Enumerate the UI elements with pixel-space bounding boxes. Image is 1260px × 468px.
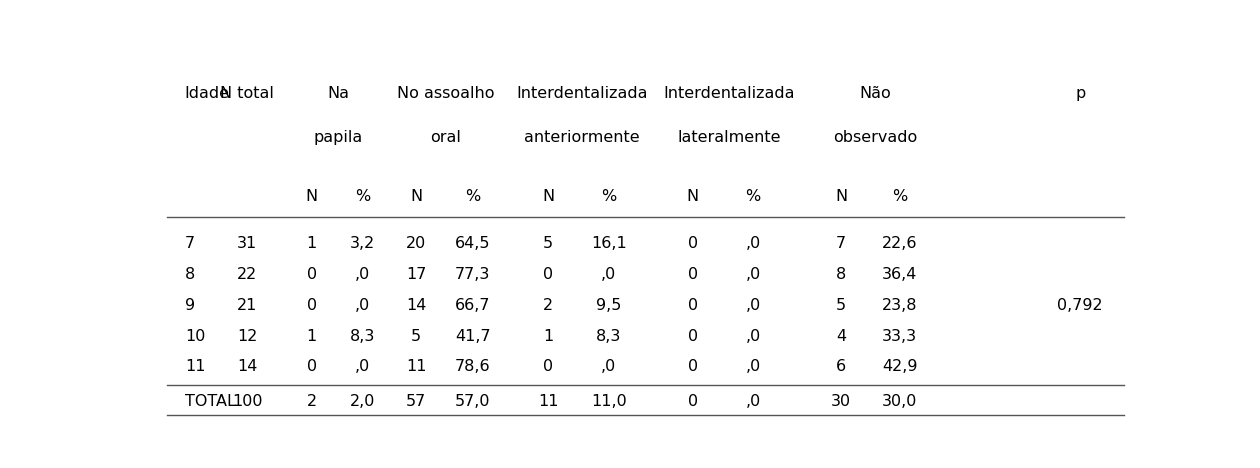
Text: 0,792: 0,792: [1057, 298, 1102, 313]
Text: 11: 11: [538, 394, 558, 409]
Text: 2: 2: [543, 298, 553, 313]
Text: 0: 0: [543, 359, 553, 374]
Text: 14: 14: [237, 359, 257, 374]
Text: 4: 4: [835, 329, 847, 344]
Text: 64,5: 64,5: [455, 236, 490, 251]
Text: 30,0: 30,0: [882, 394, 917, 409]
Text: 42,9: 42,9: [882, 359, 917, 374]
Text: 22: 22: [237, 267, 257, 282]
Text: papila: papila: [314, 130, 363, 145]
Text: Interdentalizada: Interdentalizada: [517, 87, 648, 102]
Text: %: %: [355, 189, 370, 204]
Text: 100: 100: [232, 394, 262, 409]
Text: p: p: [1075, 87, 1085, 102]
Text: 8,3: 8,3: [596, 329, 621, 344]
Text: N: N: [306, 189, 318, 204]
Text: %: %: [746, 189, 761, 204]
Text: 0: 0: [688, 394, 698, 409]
Text: ,0: ,0: [355, 298, 370, 313]
Text: 9: 9: [185, 298, 195, 313]
Text: 2: 2: [306, 394, 316, 409]
Text: N: N: [835, 189, 847, 204]
Text: 22,6: 22,6: [882, 236, 917, 251]
Text: 31: 31: [237, 236, 257, 251]
Text: 10: 10: [185, 329, 205, 344]
Text: 30: 30: [832, 394, 850, 409]
Text: 0: 0: [306, 267, 316, 282]
Text: 1: 1: [543, 329, 553, 344]
Text: 17: 17: [406, 267, 426, 282]
Text: 6: 6: [835, 359, 847, 374]
Text: 3,2: 3,2: [350, 236, 375, 251]
Text: 12: 12: [237, 329, 257, 344]
Text: 0: 0: [688, 267, 698, 282]
Text: 5: 5: [543, 236, 553, 251]
Text: ,0: ,0: [746, 236, 761, 251]
Text: N: N: [687, 189, 699, 204]
Text: 8,3: 8,3: [350, 329, 375, 344]
Text: 5: 5: [835, 298, 847, 313]
Text: 5: 5: [411, 329, 421, 344]
Text: ,0: ,0: [746, 359, 761, 374]
Text: 7: 7: [835, 236, 847, 251]
Text: TOTAL: TOTAL: [185, 394, 236, 409]
Text: 14: 14: [406, 298, 426, 313]
Text: Não: Não: [859, 87, 891, 102]
Text: 2,0: 2,0: [350, 394, 375, 409]
Text: N: N: [542, 189, 554, 204]
Text: 33,3: 33,3: [882, 329, 917, 344]
Text: %: %: [601, 189, 616, 204]
Text: 8: 8: [185, 267, 195, 282]
Text: 11: 11: [406, 359, 427, 374]
Text: ,0: ,0: [746, 267, 761, 282]
Text: ,0: ,0: [601, 267, 616, 282]
Text: 16,1: 16,1: [591, 236, 626, 251]
Text: N: N: [411, 189, 422, 204]
Text: 11,0: 11,0: [591, 394, 626, 409]
Text: 0: 0: [688, 236, 698, 251]
Text: 20: 20: [406, 236, 426, 251]
Text: ,0: ,0: [746, 329, 761, 344]
Text: 7: 7: [185, 236, 195, 251]
Text: 11: 11: [185, 359, 205, 374]
Text: 1: 1: [306, 329, 318, 344]
Text: Interdentalizada: Interdentalizada: [663, 87, 795, 102]
Text: ,0: ,0: [355, 359, 370, 374]
Text: No assoalho: No assoalho: [397, 87, 494, 102]
Text: %: %: [892, 189, 907, 204]
Text: 0: 0: [543, 267, 553, 282]
Text: observado: observado: [833, 130, 917, 145]
Text: 66,7: 66,7: [455, 298, 490, 313]
Text: 9,5: 9,5: [596, 298, 621, 313]
Text: 0: 0: [306, 359, 316, 374]
Text: 0: 0: [688, 359, 698, 374]
Text: 0: 0: [688, 298, 698, 313]
Text: 41,7: 41,7: [455, 329, 490, 344]
Text: ,0: ,0: [601, 359, 616, 374]
Text: 23,8: 23,8: [882, 298, 917, 313]
Text: 36,4: 36,4: [882, 267, 917, 282]
Text: 21: 21: [237, 298, 257, 313]
Text: 0: 0: [688, 329, 698, 344]
Text: Idade: Idade: [185, 87, 229, 102]
Text: 0: 0: [306, 298, 316, 313]
Text: anteriormente: anteriormente: [524, 130, 640, 145]
Text: N total: N total: [220, 87, 275, 102]
Text: 1: 1: [306, 236, 318, 251]
Text: 78,6: 78,6: [455, 359, 490, 374]
Text: oral: oral: [430, 130, 461, 145]
Text: ,0: ,0: [746, 394, 761, 409]
Text: ,0: ,0: [355, 267, 370, 282]
Text: 57: 57: [406, 394, 426, 409]
Text: 77,3: 77,3: [455, 267, 490, 282]
Text: Na: Na: [328, 87, 349, 102]
Text: ,0: ,0: [746, 298, 761, 313]
Text: %: %: [465, 189, 480, 204]
Text: lateralmente: lateralmente: [677, 130, 780, 145]
Text: 57,0: 57,0: [455, 394, 490, 409]
Text: 8: 8: [835, 267, 847, 282]
